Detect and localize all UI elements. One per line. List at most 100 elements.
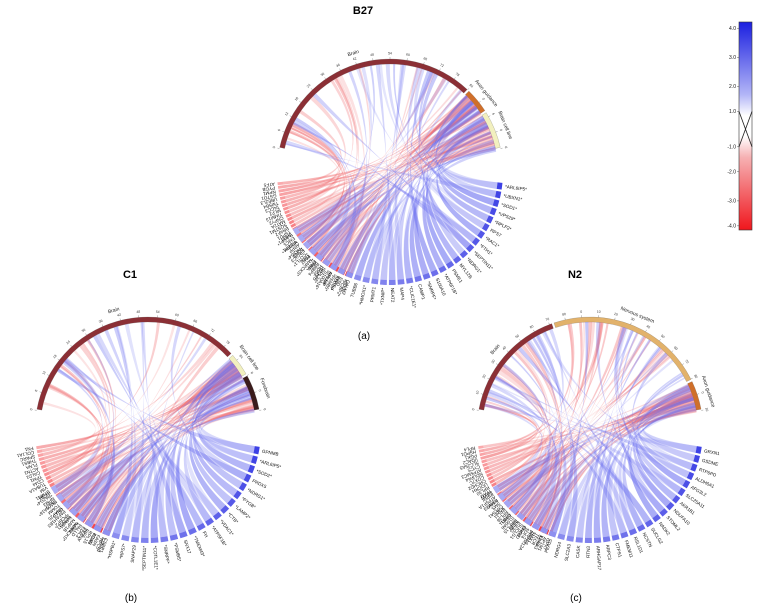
chord-link: [59, 408, 255, 495]
gene-segment: [91, 523, 97, 530]
category-tick-label: 42: [117, 313, 122, 318]
category-tick: [299, 101, 302, 103]
gene-label: CALM2: [341, 279, 351, 296]
color-scale-legend: 4.0 3.0 2.0 1.0 -1.0 -2.0 -3.0 -4.0: [727, 21, 753, 231]
chord-link: [296, 99, 472, 229]
gene-segment: [243, 473, 252, 483]
gene-segment: [308, 247, 318, 256]
gene-label: ARPP: [288, 242, 301, 254]
gene-segment: [682, 479, 691, 489]
chord-link: [543, 331, 644, 528]
gene-label: COL1A1: [16, 450, 35, 458]
legend-neutral-mark: [738, 111, 753, 147]
chord-link: [314, 104, 478, 251]
gene-segment: [49, 482, 55, 488]
gene-label: ARPC3: [605, 544, 612, 560]
category-tick-label: 72: [210, 328, 215, 333]
category-tick: [70, 344, 72, 347]
gene-label: *SOD2*: [256, 469, 273, 479]
chord-link: [500, 323, 609, 494]
gene-label: SYT1: [535, 534, 544, 547]
chord-link: [283, 134, 493, 196]
gene-segment: [281, 203, 288, 208]
chord-link: [512, 326, 625, 507]
category-tick: [690, 377, 693, 380]
gene-segment: [665, 501, 675, 511]
category-tick: [192, 324, 195, 327]
gene-segment: [516, 512, 526, 521]
chord-link: [534, 339, 652, 524]
chord-link: [497, 401, 695, 488]
gene-label: NPC2: [87, 532, 97, 546]
gene-segment: [353, 274, 362, 282]
chord-link: [302, 141, 495, 238]
category-tick-label: 18: [294, 96, 300, 102]
gene-label: VIM: [39, 485, 49, 493]
panel-caption-b: (b): [124, 593, 138, 604]
category-tick-label: 30: [81, 328, 86, 333]
gene-segment: [602, 536, 611, 543]
chord-link: [66, 409, 255, 506]
chord-link: [59, 379, 245, 495]
gene-label: NEFL: [508, 519, 520, 532]
gene-segment: [56, 492, 65, 502]
gene-segment: [238, 482, 247, 492]
gene-label: NPM1: [262, 189, 276, 196]
chord-link: [55, 365, 237, 489]
chord-link: [522, 397, 695, 517]
chord-link: [61, 364, 237, 498]
chord-link: [60, 367, 239, 499]
chord-link: [53, 362, 235, 485]
gene-label: TFAM: [479, 488, 492, 499]
chord-link: [505, 354, 669, 500]
gene-segment: [290, 222, 297, 228]
chord-link: [64, 386, 249, 501]
chord-link: [290, 87, 459, 216]
chord-link: [327, 138, 494, 263]
gene-segment: [36, 449, 43, 454]
gene-label: RSL1D1: [633, 536, 645, 554]
chord-link: [509, 386, 690, 505]
chord-link: [312, 110, 481, 252]
gene-segment: [313, 251, 319, 257]
gene-segment: [337, 267, 346, 275]
chord-link: [514, 332, 639, 510]
gene-label: NANS: [486, 498, 499, 510]
category-tick-label: 80: [693, 374, 698, 379]
gene-segment: [593, 537, 602, 543]
category-tick: [47, 374, 50, 376]
chord-link: [107, 346, 220, 532]
category-tick-label: 24: [306, 83, 312, 89]
gene-label: *HSPB1*: [106, 540, 116, 559]
chord-link: [51, 386, 248, 482]
gene-segment: [188, 527, 197, 535]
chord-link: [486, 336, 647, 466]
chord-link: [363, 89, 463, 279]
chord-link: [484, 403, 538, 459]
gene-label: TUBB6: [349, 282, 358, 298]
category-tick-label: 54: [156, 310, 160, 314]
chord-link: [72, 365, 236, 513]
chord-link: [532, 337, 578, 537]
chord-link: [340, 126, 490, 270]
gene-segment: [62, 500, 72, 510]
gene-segment: [478, 448, 485, 453]
gene-segment: [233, 490, 242, 500]
chord-link: [285, 135, 493, 203]
category-label-brain: Brain: [107, 306, 120, 315]
gene-segment: [492, 484, 501, 494]
chord-link: [42, 401, 96, 457]
chord-link: [286, 99, 473, 206]
chord-link: [283, 98, 472, 196]
gene-segment: [508, 504, 515, 511]
category-tick-label: 20: [482, 374, 487, 379]
category-tick-label: 10: [704, 407, 709, 412]
gene-label: PGK1: [464, 453, 477, 461]
chord-link: [198, 393, 252, 472]
chord-link: [312, 93, 477, 243]
legend-tick-label: -3.0: [727, 198, 736, 204]
legend-tick-label: 3.0: [729, 55, 736, 61]
category-tick-label: 60: [406, 53, 410, 58]
chord-link: [51, 371, 240, 482]
gene-segment: [397, 279, 405, 285]
